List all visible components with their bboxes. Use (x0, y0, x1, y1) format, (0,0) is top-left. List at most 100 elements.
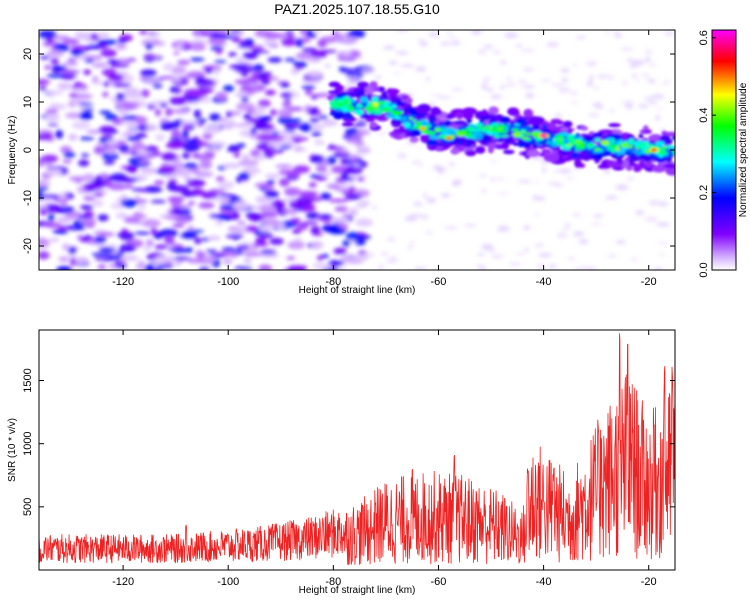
noise-blob (60, 201, 68, 208)
noise-blob (295, 66, 303, 71)
ridge-blob (343, 102, 352, 107)
ridge-blob (341, 122, 354, 127)
noise-blob (115, 58, 131, 66)
ridge-blob (462, 110, 474, 121)
noise-blob (150, 258, 166, 265)
noise-blob (312, 262, 330, 270)
y-tick-label: 0 (22, 147, 34, 153)
faint-patch (538, 252, 552, 258)
noise-blob (50, 237, 59, 243)
noise-blob (83, 69, 92, 75)
ridge-blob (499, 130, 507, 134)
noise-blob (153, 180, 165, 185)
snr-series-line (39, 333, 675, 565)
noise-blob (217, 180, 235, 190)
ridge-blob (634, 149, 643, 156)
ridge-blob (574, 158, 582, 168)
noise-blob (105, 139, 118, 146)
ridge-blob (607, 162, 622, 168)
noise-blobs (39, 30, 675, 270)
noise-blob (310, 94, 318, 100)
noise-blob (249, 44, 265, 52)
noise-blob (39, 79, 50, 86)
faint-patch (573, 231, 584, 237)
noise-blob (44, 222, 61, 228)
ridge-blob (427, 131, 436, 136)
noise-blob (234, 64, 249, 68)
ridge-blob (665, 166, 675, 176)
ridge-blob (456, 112, 465, 118)
ridge-peak (445, 136, 452, 140)
ridge-blob (546, 136, 553, 142)
ridge-blob (347, 106, 355, 110)
ridge-blob (594, 138, 601, 142)
noise-blob (199, 160, 213, 170)
faint-patch (622, 80, 628, 86)
noise-blob (243, 113, 252, 120)
faint-patch (631, 59, 645, 66)
noise-blob (169, 86, 179, 93)
noise-blob (181, 152, 191, 159)
noise-blob (163, 63, 175, 72)
noise-blob (198, 267, 210, 270)
noise-blob (232, 201, 250, 211)
noise-blob (158, 165, 176, 174)
noise-blob (137, 202, 146, 211)
noise-blob (39, 30, 57, 40)
snr-panel: -120 -100 -80 -60 -40 -20 500 1000 1500 Height … (7, 329, 676, 596)
ridge-blob (611, 144, 617, 149)
noise-blob (280, 82, 290, 88)
noise-blob (78, 102, 94, 106)
noise-blob (248, 85, 258, 94)
noise-blob (177, 59, 190, 66)
noise-blob (68, 252, 76, 257)
ridge-blob (556, 140, 564, 146)
faint-patch (575, 35, 587, 40)
faint-patch (640, 73, 651, 77)
noise-blob (292, 61, 308, 68)
ridge-blob (578, 142, 586, 148)
noise-blob (207, 235, 221, 241)
noise-blob (68, 246, 77, 254)
noise-blob (151, 32, 160, 37)
ridge-blob (492, 124, 497, 129)
faint-patch (374, 75, 382, 80)
noise-blob (126, 58, 137, 62)
faint-patch (656, 107, 663, 110)
noise-blob (217, 117, 229, 122)
ridge-blob (462, 137, 474, 143)
noise-blob (77, 214, 90, 219)
faint-patch (358, 145, 370, 151)
ridge-blob (456, 130, 466, 135)
ridge-blob (466, 119, 472, 124)
ridge-blob (550, 118, 562, 124)
faint-patch (446, 31, 452, 34)
faint-patch (425, 76, 431, 82)
noise-blob (263, 31, 283, 40)
faint-patch (626, 57, 635, 63)
noise-blob (39, 242, 50, 248)
noise-blob (250, 148, 261, 158)
colorbar-tick-label: 0.6 (698, 30, 710, 45)
x-tick-label: -100 (217, 576, 239, 588)
noise-blob (263, 38, 277, 47)
noise-blob (107, 74, 124, 82)
faint-patch (571, 63, 578, 66)
snr-x-ticks: -120 -100 -80 -60 -40 -20 (112, 330, 657, 588)
ridge-blob (519, 121, 526, 127)
noise-blob (101, 152, 119, 160)
ridge-blob (494, 144, 506, 150)
faint-patch (647, 100, 659, 104)
noise-blob (102, 91, 109, 98)
noise-blob (235, 91, 251, 98)
noise-blob (264, 89, 276, 96)
colorbar-label: Normalized spectral amplitude (738, 82, 749, 217)
ridge-blob (366, 106, 373, 111)
noise-blob (255, 237, 267, 245)
noise-blob (232, 235, 240, 240)
noise-blob (285, 30, 295, 34)
noise-blob (83, 195, 96, 202)
noise-blob (113, 261, 121, 265)
noise-blob (47, 123, 59, 127)
